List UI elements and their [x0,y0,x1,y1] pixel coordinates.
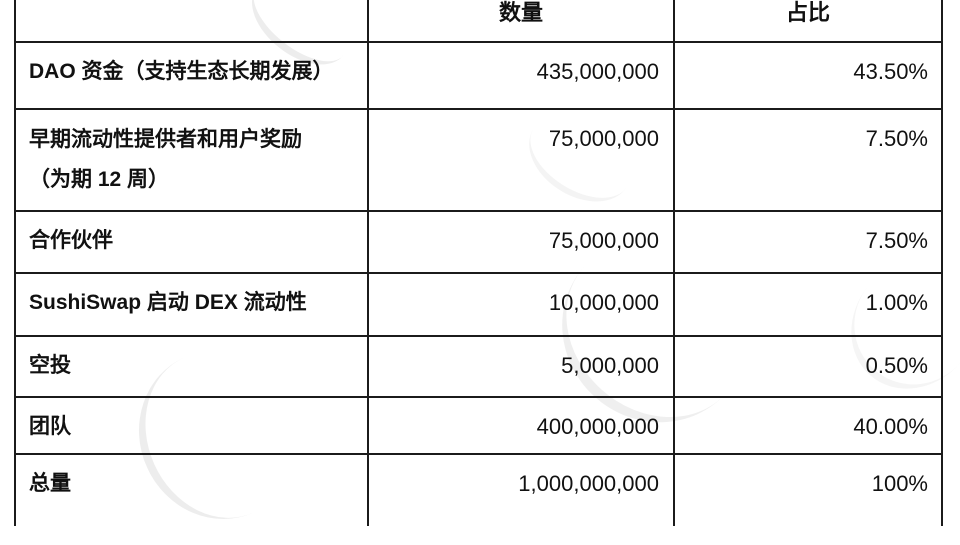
token-allocation-table: 数量 占比 DAO 资金（支持生态长期发展） 435,000,000 43.50… [14,0,943,526]
table-row-sushiswap-dex-liquidity: SushiSwap 启动 DEX 流动性 10,000,000 1.00% [16,274,941,337]
cell-amount: 10,000,000 [369,274,675,335]
cell-amount: 400,000,000 [369,398,675,453]
cell-category: SushiSwap 启动 DEX 流动性 [16,274,369,335]
cell-share: 7.50% [865,228,928,253]
cell-share: 40.00% [853,414,928,439]
table-row-total: 总量 1,000,000,000 100% [16,455,941,526]
cell-amount: 5,000,000 [369,337,675,396]
cell-share: 43.50% [853,59,928,84]
cell-share: 1.00% [865,290,928,315]
cell-category: 总量 [16,455,369,526]
header-share: 占比 [785,0,830,25]
table-row-partners: 合作伙伴 75,000,000 7.50% [16,212,941,274]
cell-category: 空投 [16,337,369,396]
cell-category: DAO 资金（支持生态长期发展） [16,43,369,108]
table-row-dao-fund: DAO 资金（支持生态长期发展） 435,000,000 43.50% [16,43,941,110]
cell-share: 100% [871,471,928,496]
cell-share: 7.50% [865,126,928,151]
cell-share: 0.50% [865,353,928,378]
page: { "colors": { "border": "#1b1b1b", "text… [14,0,960,545]
table-row-team: 团队 400,000,000 40.00% [16,398,941,455]
cell-amount: 75,000,000 [369,212,675,272]
table-header-row: 数量 占比 [16,0,941,43]
cell-category: 团队 [16,398,369,453]
header-category [16,0,369,41]
table-row-airdrop: 空投 5,000,000 0.50% [16,337,941,398]
cell-amount: 435,000,000 [369,43,675,108]
table-row-early-liquidity-rewards: 早期流动性提供者和用户奖励 （为期 12 周） 75,000,000 7.50% [16,110,941,212]
cell-category: 早期流动性提供者和用户奖励 （为期 12 周） [16,110,369,210]
cell-amount: 75,000,000 [369,110,675,210]
header-amount: 数量 [369,0,675,41]
cell-category: 合作伙伴 [16,212,369,272]
cell-amount: 1,000,000,000 [369,455,675,526]
